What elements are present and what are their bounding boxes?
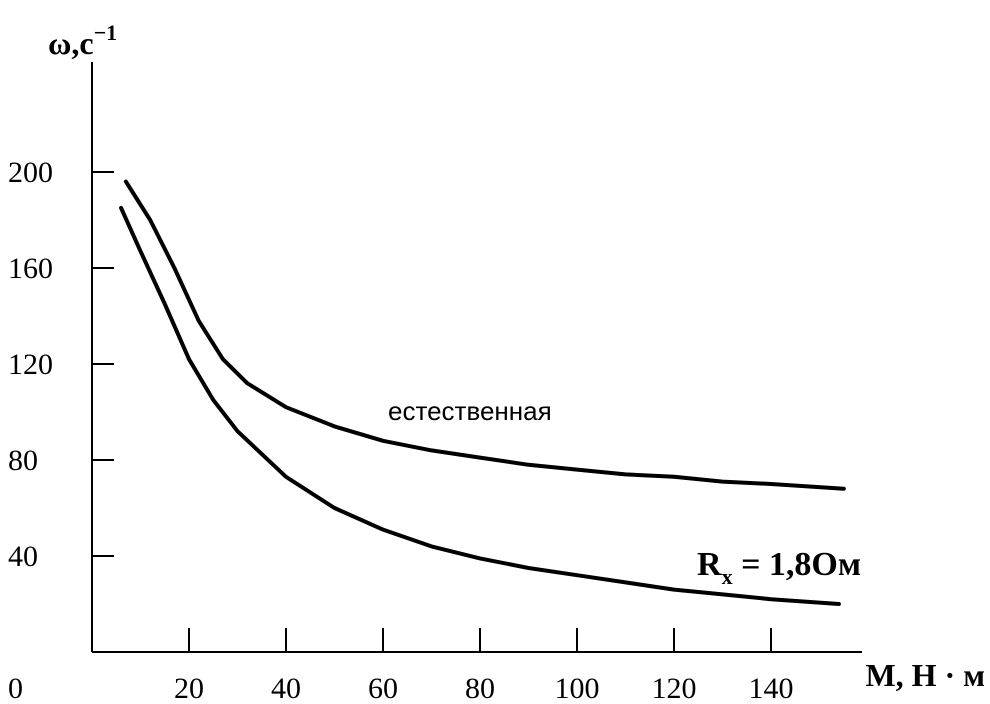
x-tick-label: 20 xyxy=(174,672,204,704)
x-tick-label: 120 xyxy=(652,672,697,704)
x-ticks: 20 40 60 80 100 120 140 xyxy=(174,628,794,704)
x-tick-label: 40 xyxy=(271,672,301,704)
axes xyxy=(91,62,862,653)
curves xyxy=(119,179,846,606)
natural-curve-label: естественная xyxy=(388,396,552,426)
x-tick-label: 80 xyxy=(465,672,495,704)
y-axis-title: ω,с−1 xyxy=(48,20,117,61)
y-axis-title-text: ω,с xyxy=(48,25,94,61)
y-tick-label: 160 xyxy=(8,252,53,285)
x-axis-title: М, Н · м xyxy=(865,657,985,693)
rx-curve-label-subscript: x xyxy=(722,564,733,589)
y-ticks: 40 80 120 160 200 xyxy=(8,156,114,573)
x-tick-label: 60 xyxy=(368,672,398,704)
y-tick-label: 80 xyxy=(8,444,38,477)
natural-curve xyxy=(123,179,846,491)
rx-curve-label: Rx = 1,8Ом xyxy=(697,546,861,589)
x-tick-label: 140 xyxy=(749,672,794,704)
x-tick-label: 100 xyxy=(555,672,600,704)
rx-curve-label-value: = 1,8Ом xyxy=(733,546,861,583)
y-tick-label: 200 xyxy=(8,156,53,189)
y-tick-label: 40 xyxy=(8,540,38,573)
rx-curve-label-symbol: R xyxy=(697,546,722,583)
origin-label: 0 xyxy=(8,672,23,704)
rx-curve xyxy=(119,206,841,606)
y-axis-title-exponent: −1 xyxy=(94,20,118,45)
y-tick-label: 120 xyxy=(8,348,53,381)
